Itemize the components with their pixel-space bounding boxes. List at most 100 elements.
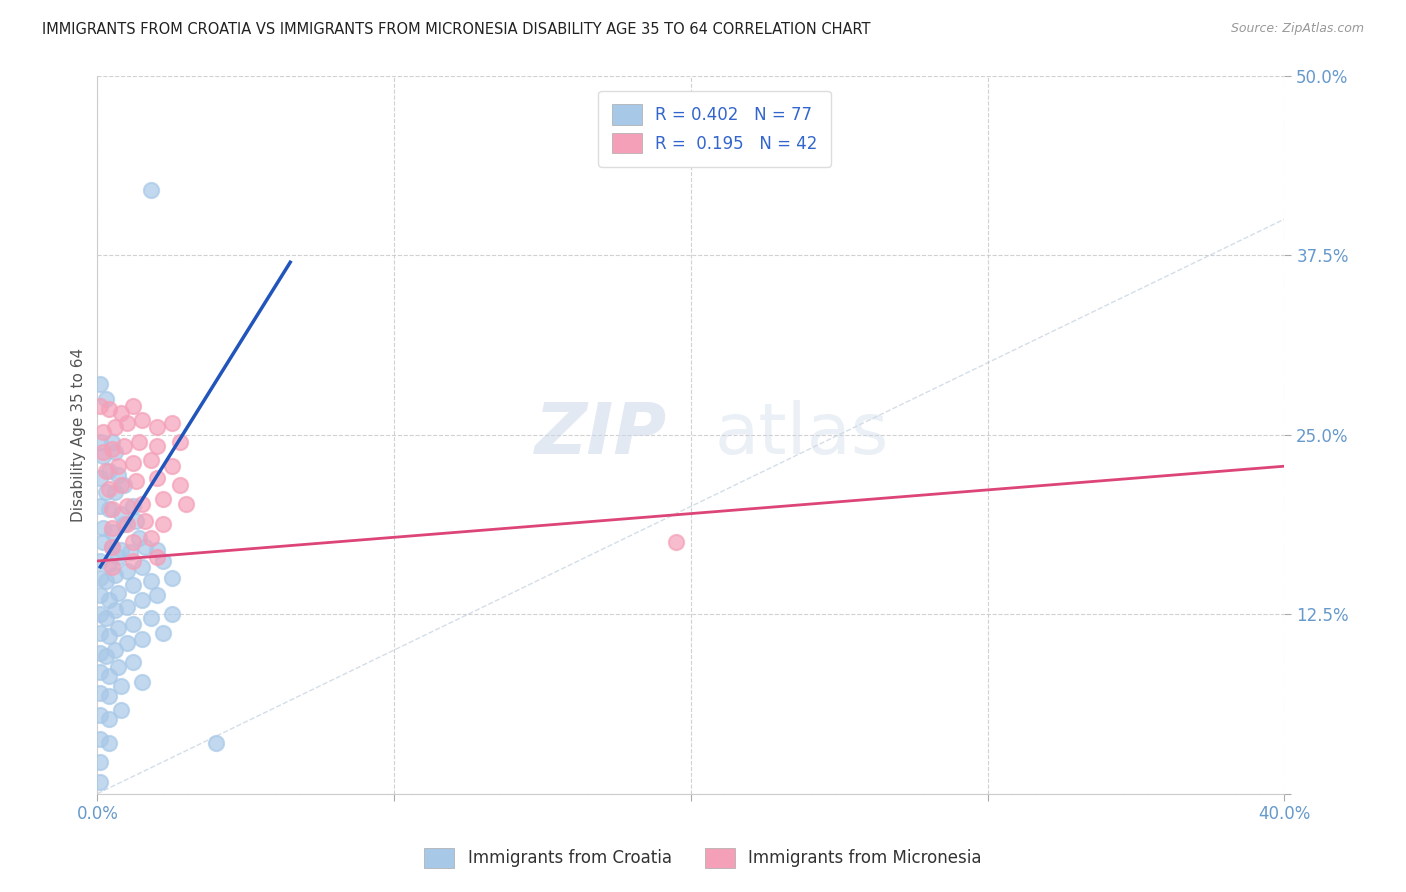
Point [101, 521, 124, 535]
Point [98, 629, 121, 643]
Point [160, 416, 183, 430]
Point [112, 478, 135, 492]
Point [107, 585, 129, 599]
Point [112, 516, 135, 531]
Point [122, 399, 145, 413]
Point [145, 589, 167, 603]
Point [115, 636, 138, 650]
Point [98, 401, 121, 416]
Point [122, 578, 145, 592]
Point [122, 655, 145, 669]
Point [107, 549, 129, 564]
Point [101, 442, 124, 456]
Point [89, 686, 111, 700]
Point [89, 500, 111, 514]
Point [122, 535, 145, 549]
Point [152, 554, 174, 568]
Point [110, 406, 132, 420]
Y-axis label: Disability Age 35 to 64: Disability Age 35 to 64 [72, 348, 86, 522]
Point [112, 439, 135, 453]
Legend: Immigrants from Croatia, Immigrants from Micronesia: Immigrants from Croatia, Immigrants from… [418, 841, 988, 875]
Point [145, 420, 167, 434]
Point [152, 492, 174, 507]
Point [169, 478, 191, 492]
Point [115, 516, 138, 531]
Point [115, 500, 138, 514]
Point [115, 564, 138, 578]
Point [96, 648, 118, 663]
Point [96, 392, 118, 406]
Point [104, 445, 127, 459]
Point [131, 559, 153, 574]
Point [139, 183, 162, 197]
Point [98, 712, 121, 726]
Point [104, 603, 127, 617]
Point [89, 707, 111, 722]
Point [96, 574, 118, 588]
Point [139, 531, 162, 545]
Point [176, 497, 198, 511]
Point [101, 502, 124, 516]
Point [89, 607, 111, 621]
Point [89, 589, 111, 603]
Point [128, 531, 150, 545]
Point [110, 542, 132, 557]
Point [131, 674, 153, 689]
Point [115, 599, 138, 614]
Point [98, 689, 121, 703]
Point [89, 377, 111, 392]
Point [96, 485, 118, 500]
Point [205, 736, 228, 750]
Point [160, 607, 183, 621]
Point [104, 420, 127, 434]
Point [98, 482, 121, 496]
Point [104, 485, 127, 500]
Point [160, 571, 183, 585]
Point [115, 416, 138, 430]
Point [89, 755, 111, 769]
Point [104, 568, 127, 582]
Point [145, 549, 167, 564]
Point [145, 471, 167, 485]
Text: Source: ZipAtlas.com: Source: ZipAtlas.com [1230, 22, 1364, 36]
Point [125, 474, 148, 488]
Point [131, 632, 153, 646]
Point [104, 643, 127, 657]
Point [89, 732, 111, 747]
Point [110, 507, 132, 521]
Point [131, 592, 153, 607]
Point [110, 679, 132, 693]
Point [101, 525, 124, 540]
Point [125, 514, 148, 528]
Point [101, 540, 124, 554]
Point [122, 456, 145, 470]
Point [122, 617, 145, 632]
Point [91, 425, 114, 439]
Point [139, 611, 162, 625]
Point [160, 459, 183, 474]
Point [98, 669, 121, 683]
Point [134, 540, 156, 554]
Point [128, 434, 150, 449]
Point [89, 471, 111, 485]
Point [101, 540, 124, 554]
Point [89, 775, 111, 789]
Point [110, 703, 132, 717]
Point [131, 497, 153, 511]
Point [89, 571, 111, 585]
Text: atlas: atlas [714, 401, 889, 469]
Text: ZIP: ZIP [534, 401, 666, 469]
Legend: R = 0.402   N = 77, R =  0.195   N = 42: R = 0.402 N = 77, R = 0.195 N = 42 [599, 91, 831, 167]
Point [110, 478, 132, 492]
Point [101, 559, 124, 574]
Point [107, 622, 129, 636]
Point [89, 554, 111, 568]
Point [89, 625, 111, 640]
Point [96, 463, 118, 477]
Point [122, 500, 145, 514]
Point [89, 434, 111, 449]
Point [152, 516, 174, 531]
Point [139, 453, 162, 467]
Point [122, 554, 145, 568]
Point [152, 625, 174, 640]
